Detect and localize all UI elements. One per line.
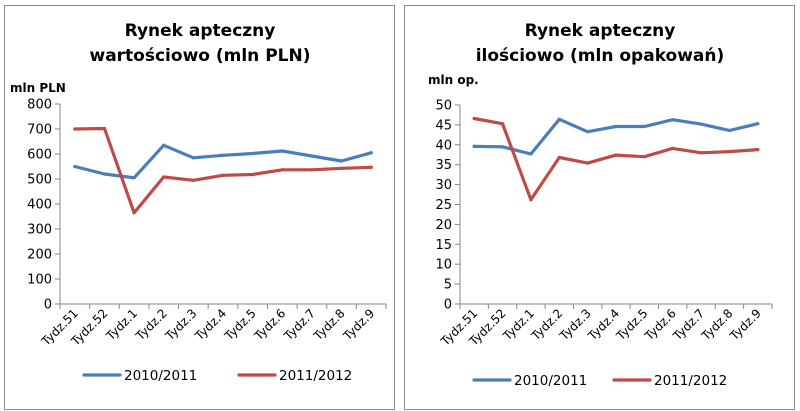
data-point — [191, 156, 195, 160]
data-point — [102, 172, 107, 176]
y-tick-label: 0 — [44, 298, 52, 313]
y-tick-label: 25 — [435, 198, 452, 213]
y-tick-label: 10 — [435, 258, 452, 273]
chart-title-line2: ilościowo (mln opakowań) — [476, 46, 725, 66]
y-tick-label: 0 — [444, 298, 452, 313]
legend-label-2: 2011/2012 — [654, 373, 727, 389]
y-tick-label: 600 — [27, 148, 52, 163]
data-point — [221, 173, 225, 177]
y-tick-label: 45 — [435, 118, 452, 133]
data-point — [529, 152, 533, 156]
y-tick-label: 400 — [27, 198, 52, 213]
data-point — [642, 155, 646, 159]
chart-quantity: Rynek apteczny ilościowo (mln opakowań) … — [404, 5, 795, 410]
data-point — [251, 151, 255, 156]
panel-border — [4, 5, 395, 410]
data-point — [73, 127, 77, 131]
data-point — [586, 161, 590, 165]
data-point — [280, 168, 284, 172]
y-tick-label: 800 — [27, 98, 52, 113]
data-point — [339, 159, 344, 163]
data-point — [699, 151, 703, 155]
data-point — [339, 166, 344, 170]
data-point — [500, 122, 505, 126]
legend-label-1: 2010/2011 — [124, 368, 197, 384]
data-point — [162, 175, 166, 179]
data-point — [251, 172, 255, 177]
data-point — [500, 145, 505, 149]
chart-title-line1: Rynek apteczny — [525, 21, 676, 41]
y-tick-label: 15 — [435, 238, 452, 253]
y-tick-label: 500 — [27, 173, 52, 188]
y-tick-label: 50 — [435, 99, 452, 114]
data-point — [699, 122, 703, 126]
chart-panel-quantity: Rynek apteczny ilościowo (mln opakowań) … — [404, 0, 796, 410]
legend-value: 2010/2011 2011/2012 — [82, 368, 352, 384]
data-point — [73, 164, 77, 169]
data-point — [221, 153, 225, 157]
y-tick-label: 100 — [27, 273, 52, 288]
data-point — [727, 128, 732, 133]
data-point — [132, 211, 136, 215]
chart-panel-value: Rynek apteczny wartościowo (mln PLN) mln… — [4, 0, 396, 410]
data-point — [369, 151, 373, 155]
data-point — [472, 116, 476, 121]
data-point — [671, 146, 675, 150]
data-point — [614, 153, 618, 157]
data-point — [756, 147, 760, 152]
chart-value: Rynek apteczny wartościowo (mln PLN) mln… — [4, 5, 395, 410]
data-point — [191, 178, 195, 182]
legend-label-2: 2011/2012 — [279, 368, 352, 384]
data-point — [529, 198, 533, 202]
data-point — [162, 143, 166, 147]
chart-title-line2: wartościowo (mln PLN) — [90, 46, 311, 66]
y-tick-label: 5 — [444, 278, 452, 293]
data-point — [586, 130, 590, 134]
y-tick-label: 700 — [27, 123, 52, 138]
data-point — [472, 144, 476, 148]
y-tick-label: 200 — [27, 248, 52, 263]
y-axis-label: mln op. — [428, 73, 479, 87]
data-point — [369, 165, 373, 169]
data-point — [280, 149, 284, 153]
y-tick-label: 35 — [435, 158, 452, 173]
y-tick-label: 300 — [27, 223, 52, 238]
y-tick-label: 40 — [435, 138, 452, 153]
data-point — [642, 124, 646, 129]
data-point — [102, 126, 107, 131]
data-point — [310, 168, 314, 172]
y-axis-label: mln PLN — [10, 81, 66, 95]
data-point — [614, 124, 618, 129]
data-point — [310, 154, 314, 158]
data-point — [557, 117, 561, 121]
legend-label-1: 2010/2011 — [514, 373, 587, 389]
panel-border — [404, 5, 795, 410]
data-point — [756, 122, 760, 126]
data-point — [132, 176, 136, 180]
y-tick-label: 30 — [435, 178, 452, 193]
y-tick-label: 20 — [435, 218, 452, 233]
data-point — [557, 155, 561, 160]
legend-quantity: 2010/2011 2011/2012 — [472, 373, 727, 389]
data-point — [671, 118, 675, 122]
data-point — [727, 149, 732, 154]
chart-title-line1: Rynek apteczny — [125, 21, 276, 41]
